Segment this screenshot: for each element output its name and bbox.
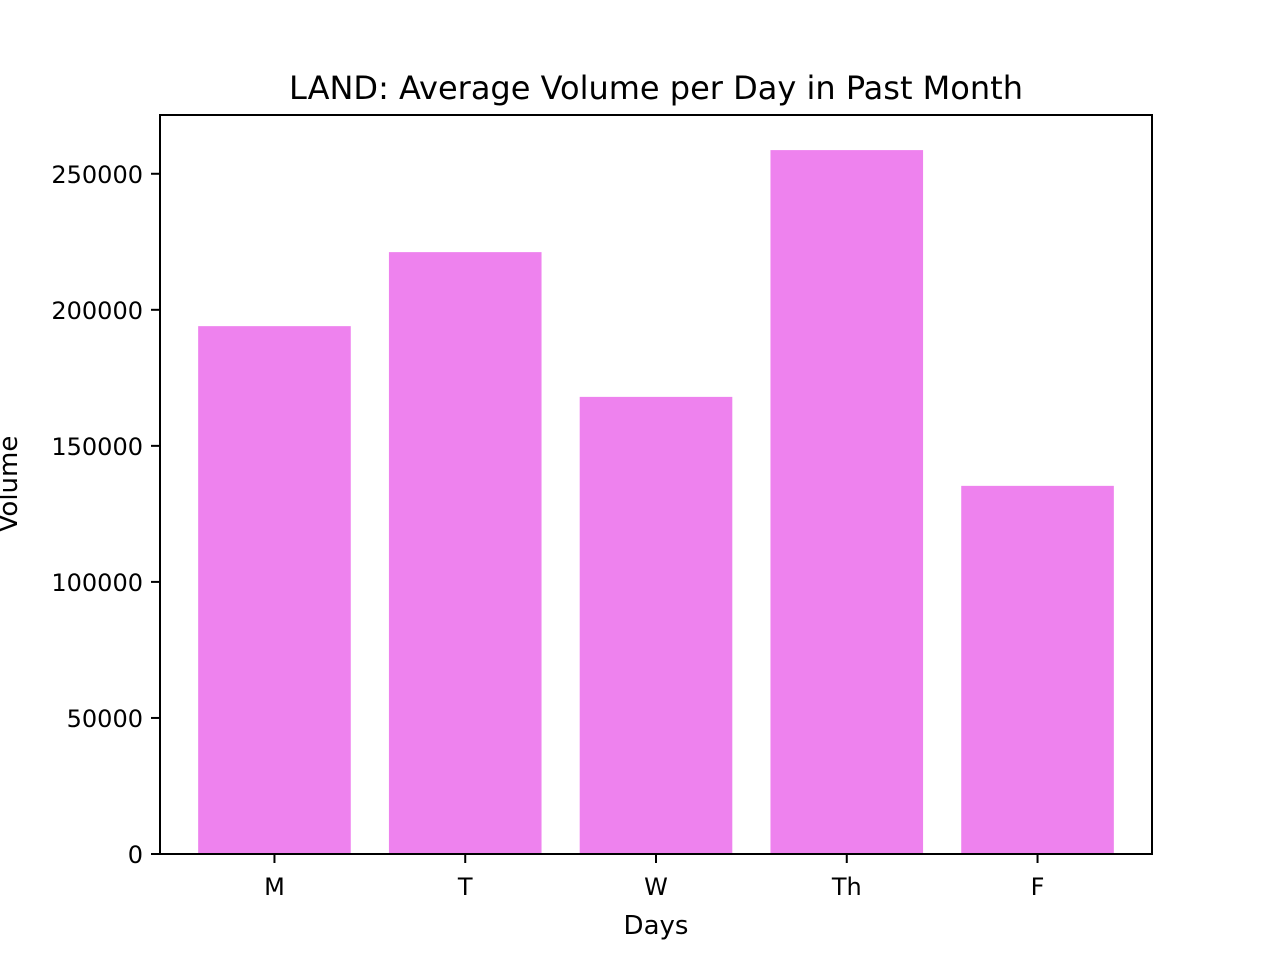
x-axis-label: Days: [624, 911, 689, 941]
bar-t: [388, 252, 542, 854]
x-tick-label: T: [457, 873, 473, 901]
x-tick-label: W: [644, 873, 668, 901]
y-tick-label: 200000: [51, 297, 143, 325]
x-axis-ticks: M T W Th F: [264, 854, 1044, 901]
bar-m: [198, 326, 351, 855]
y-tick-label: 150000: [51, 433, 143, 461]
x-tick-label: Th: [831, 873, 862, 901]
bar-f: [961, 485, 1114, 854]
bar-th: [770, 150, 924, 854]
x-tick-label: M: [264, 873, 285, 901]
bar-w: [579, 396, 733, 854]
x-tick-label: F: [1031, 873, 1045, 901]
y-tick-label: 100000: [51, 569, 143, 597]
y-axis-ticks: 0 50000 100000 150000 200000 250000: [51, 161, 160, 869]
chart-title: LAND: Average Volume per Day in Past Mon…: [289, 69, 1023, 107]
y-tick-label: 50000: [67, 705, 143, 733]
y-tick-label: 0: [128, 841, 143, 869]
y-tick-label: 250000: [51, 161, 143, 189]
y-axis-label: Volume: [0, 436, 24, 533]
bars-group: [198, 150, 1114, 855]
